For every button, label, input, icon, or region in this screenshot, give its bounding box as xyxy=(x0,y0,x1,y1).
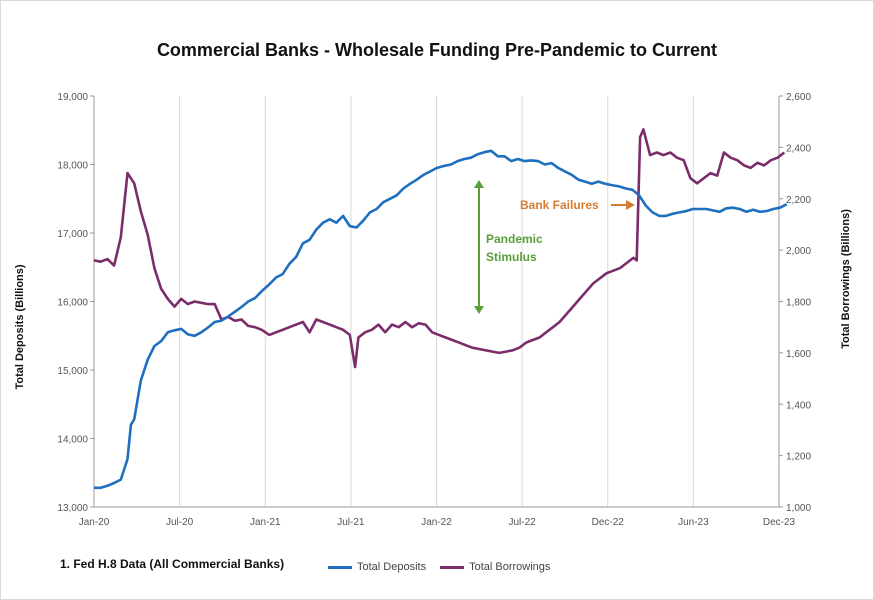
legend-item-deposits: Total Deposits xyxy=(328,561,426,573)
annotation-label-stimulus-line1: Pandemic xyxy=(486,232,543,246)
series-line-total-deposits xyxy=(94,149,788,490)
y-left-tick-label: 19,000 xyxy=(57,92,88,103)
legend-swatch-borrowings xyxy=(440,565,465,569)
x-tick-label: Jul-20 xyxy=(166,517,194,528)
annotation-label-bank-failures: Bank Failures xyxy=(520,198,599,212)
y-right-tick-label: 1,400 xyxy=(786,400,811,411)
y-left-tick-label: 14,000 xyxy=(57,435,88,446)
annotation-arrowhead-bottom xyxy=(474,306,484,314)
x-tick-label: Dec-22 xyxy=(592,517,625,528)
y-right-tick-label: 2,600 xyxy=(786,92,811,103)
y-right-tick-label: 1,800 xyxy=(786,298,811,309)
chart-title: Commercial Banks - Wholesale Funding Pre… xyxy=(156,40,718,60)
y-left-tick-label: 17,000 xyxy=(57,229,88,240)
y-left-tick-label: 16,000 xyxy=(57,298,88,309)
legend-swatch-deposits xyxy=(328,565,352,569)
legend-label-borrowings: Total Borrowings xyxy=(469,561,551,573)
source-footnote: 1. Fed H.8 Data (All Commercial Banks) xyxy=(60,557,285,571)
x-tick-label: Jan-22 xyxy=(421,517,452,528)
legend-item-borrowings: Total Borrowings xyxy=(440,561,550,573)
annotation-label-stimulus-line2: Stimulus xyxy=(486,250,537,264)
x-tick-label: Jul-22 xyxy=(509,517,537,528)
y-left-tick-label: 13,000 xyxy=(57,503,88,514)
y-right-tick-label: 1,600 xyxy=(786,349,811,360)
y-left-tick-label: 15,000 xyxy=(57,366,88,377)
series-line-total-borrowings xyxy=(93,128,786,369)
x-tick-label: Jan-20 xyxy=(79,517,110,528)
annotation-arrowhead-bank-failures xyxy=(626,200,635,210)
x-tick-label: Dec-23 xyxy=(763,517,796,528)
legend-label-deposits: Total Deposits xyxy=(357,561,427,573)
y-left-tick-label: 18,000 xyxy=(57,161,88,172)
y-right-tick-label: 1,200 xyxy=(786,452,811,463)
y-right-tick-label: 2,000 xyxy=(786,246,811,257)
x-tick-label: Jan-21 xyxy=(250,517,281,528)
chart-legend: Total Deposits Total Borrowings xyxy=(328,561,550,573)
y-right-tick-label: 1,000 xyxy=(786,503,811,514)
y-right-tick-label: 2,400 xyxy=(786,143,811,154)
x-tick-label: Jul-21 xyxy=(337,517,365,528)
y-right-tick-label: 2,200 xyxy=(786,195,811,206)
x-tick-label: Jun-23 xyxy=(678,517,709,528)
annotation-arrowhead-top xyxy=(474,180,484,188)
